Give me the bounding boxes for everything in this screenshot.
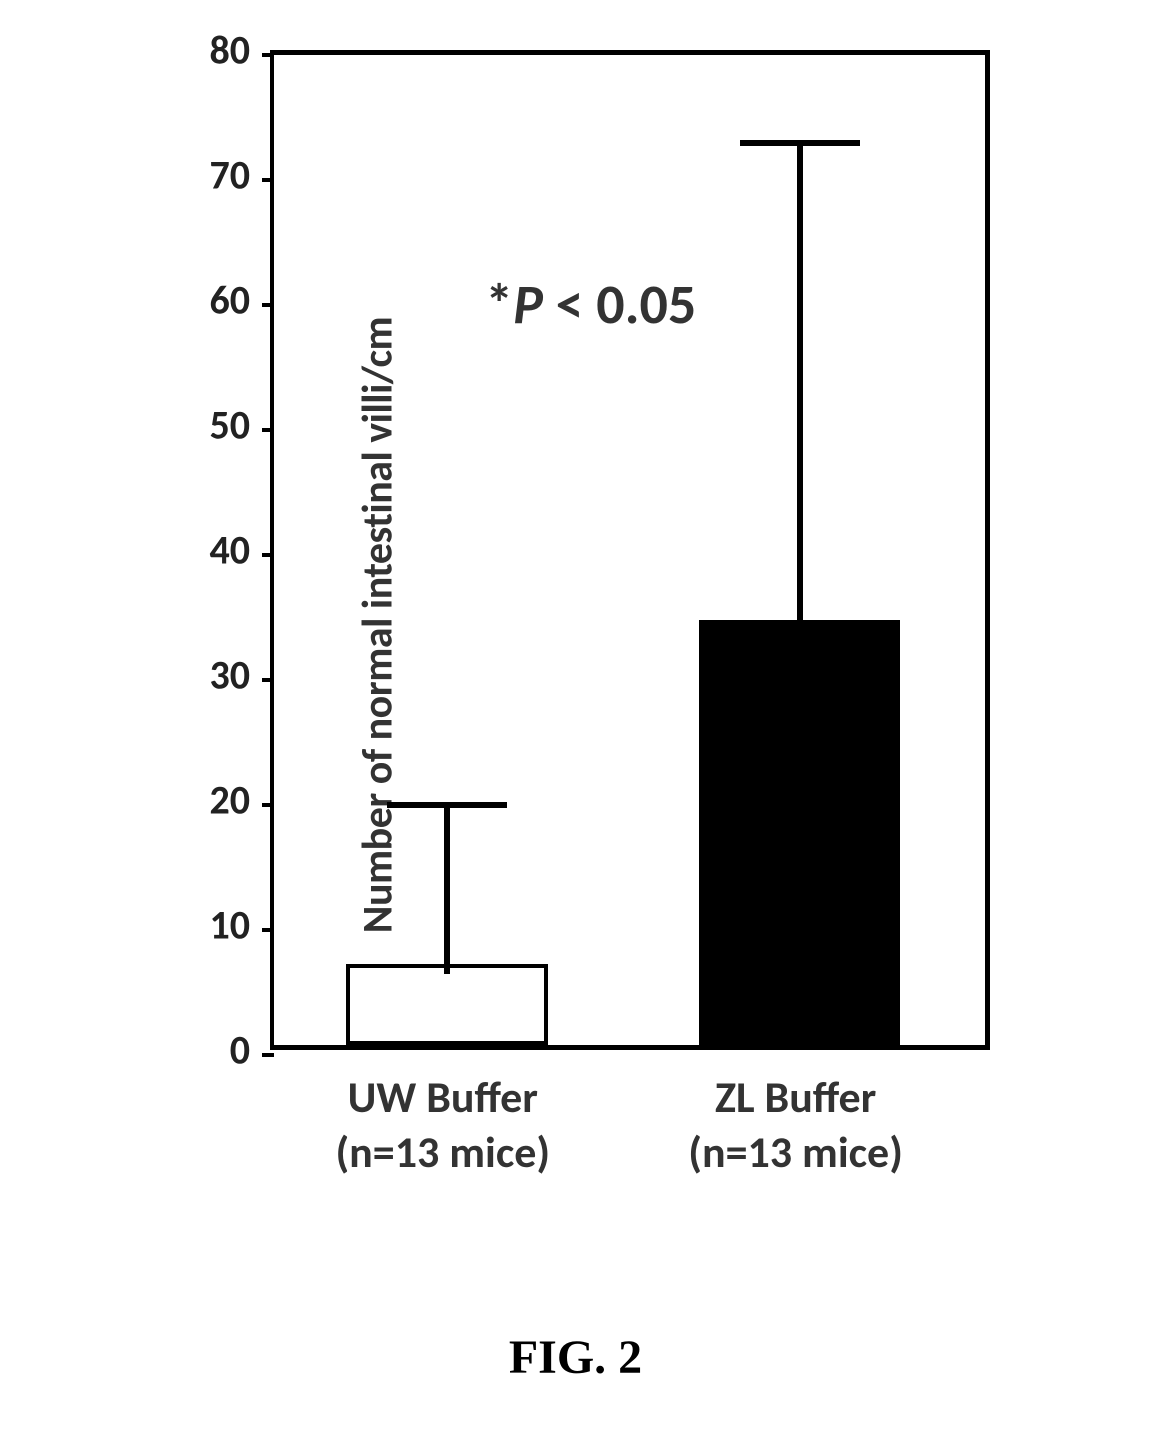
y-tick-mark [262,803,274,807]
y-tick-label: 30 [209,651,250,700]
bar-chart: Number of normal intestinal villi/cm 010… [130,50,1030,1200]
y-tick-mark [262,178,274,182]
bar [699,620,901,1045]
y-tick-label: 50 [209,401,250,450]
y-tick-label: 0 [230,1026,250,1075]
y-tick-mark [262,1053,274,1057]
y-tick-mark [262,678,274,682]
y-tick-mark [262,553,274,557]
plot-area: *P < 0.05 [270,50,990,1050]
y-tick-label: 10 [209,901,250,950]
bar [346,964,548,1045]
p-value-annotation: *P < 0.05 [485,271,696,339]
error-bar-stem [444,805,450,974]
figure-caption: FIG. 2 [0,1330,1151,1385]
y-tick-mark [262,303,274,307]
error-bar-cap [387,802,507,808]
y-tick-mark [262,428,274,432]
error-bar-stem [797,143,803,631]
y-tick-label: 20 [209,776,250,825]
y-tick-label: 80 [209,26,250,75]
y-tick-label: 40 [209,526,250,575]
y-tick-label: 60 [209,276,250,325]
y-tick-mark [262,53,274,57]
error-bar-cap [740,140,860,146]
y-tick-mark [262,928,274,932]
y-tick-label: 70 [209,151,250,200]
x-axis-label: UW Buffer(n=13 mice) [263,1070,623,1180]
x-axis-label: ZL Buffer(n=13 mice) [616,1070,976,1180]
